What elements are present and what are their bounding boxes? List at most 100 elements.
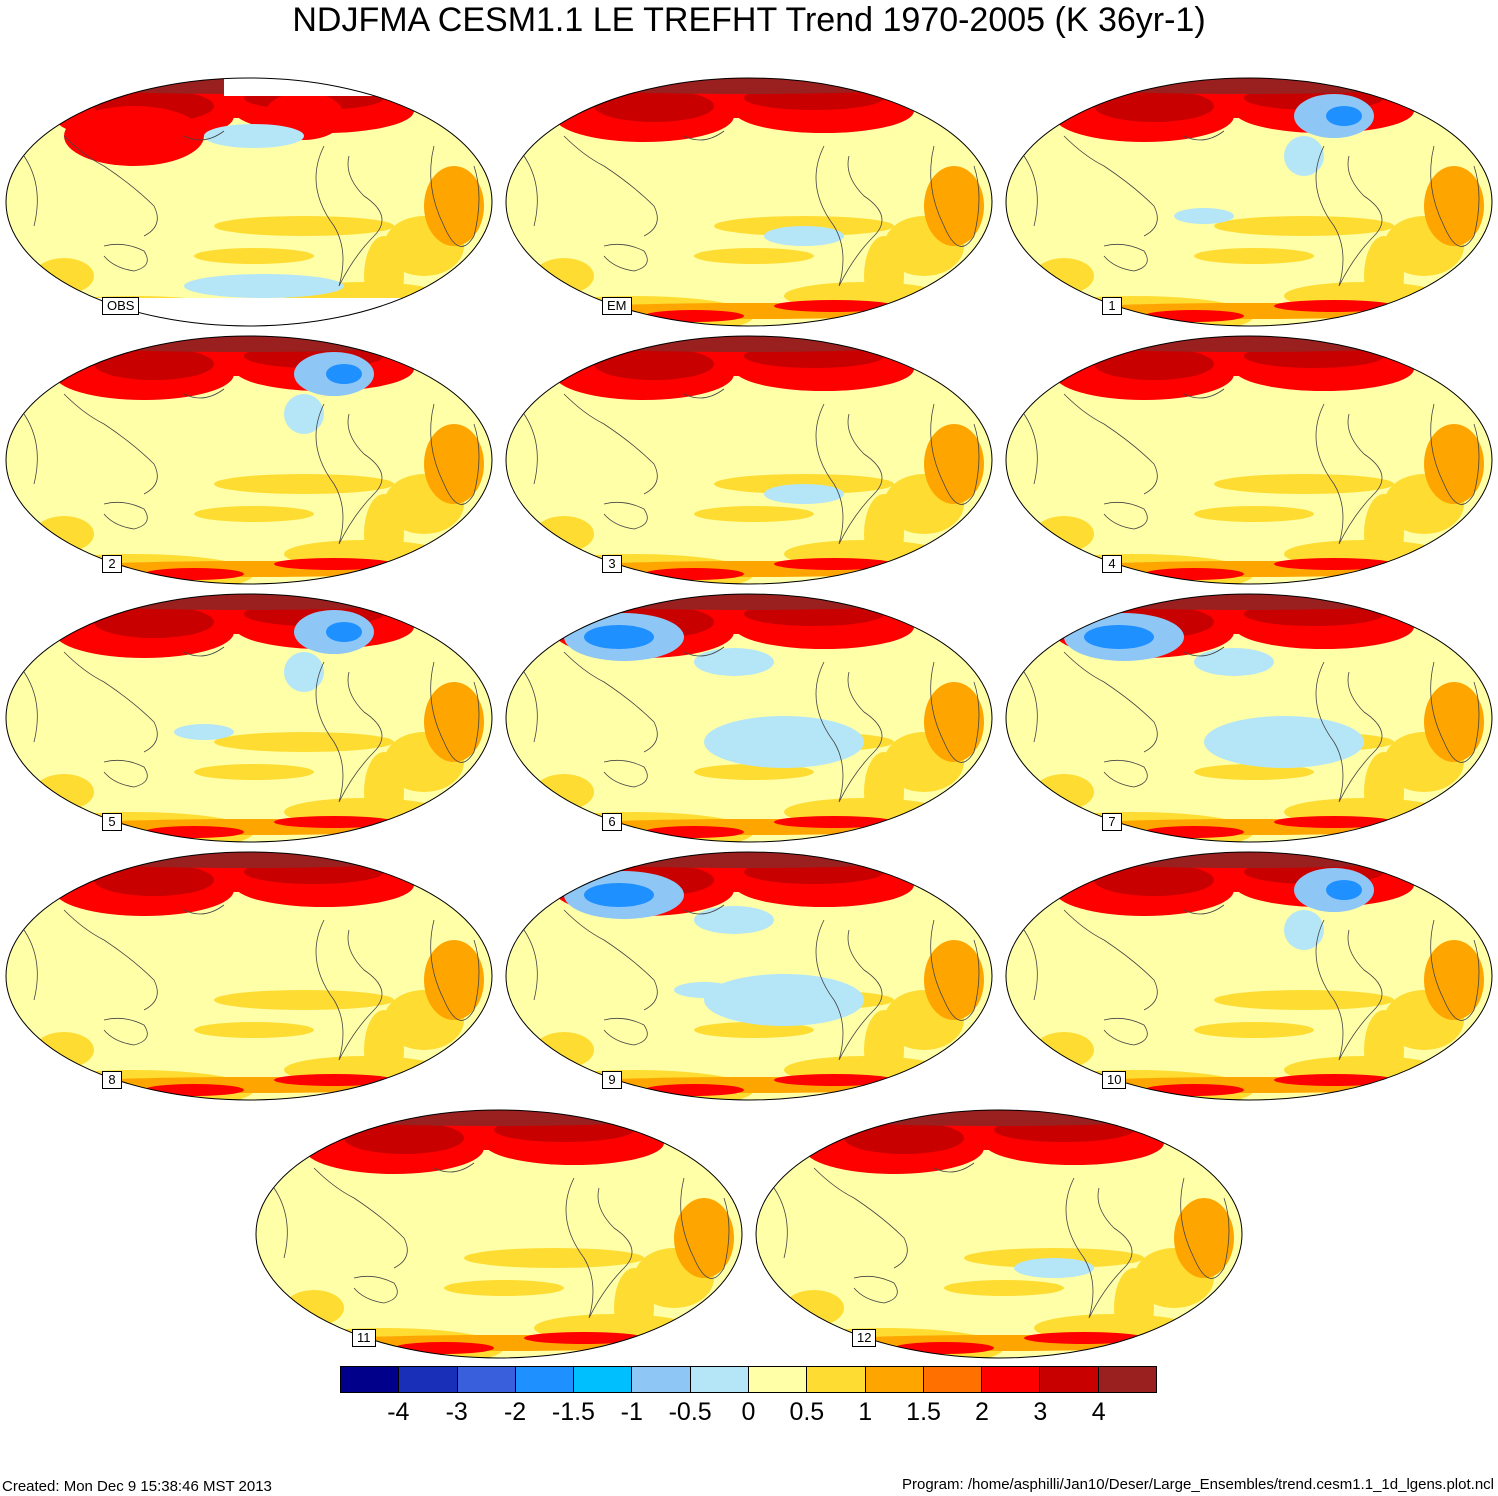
- coastline: [813, 1167, 908, 1269]
- trend-contour-region: [944, 1280, 1064, 1296]
- trend-contour-region: [534, 516, 594, 552]
- trend-contour-region: [214, 216, 394, 236]
- trend-contour-region: [194, 248, 314, 264]
- coastline: [183, 904, 225, 915]
- trend-contour-region: [1144, 1084, 1244, 1096]
- trend-contour-region: [544, 336, 944, 352]
- trend-contour-region: [34, 1032, 94, 1068]
- coastline: [930, 403, 980, 505]
- trend-contour-region: [844, 1122, 964, 1154]
- coastline: [603, 1017, 648, 1046]
- trend-contour-region: [1114, 1268, 1154, 1348]
- trend-contour-region: [544, 852, 944, 868]
- coastline: [63, 651, 158, 753]
- trend-contour-region: [394, 1342, 494, 1354]
- coastline: [683, 904, 725, 915]
- trend-contour-region: [1214, 216, 1394, 236]
- trend-contour-region: [444, 1280, 564, 1296]
- trend-contour-region: [284, 652, 324, 692]
- trend-contour-region: [1284, 136, 1324, 176]
- coastline: [815, 661, 883, 803]
- coastline: [683, 388, 725, 399]
- trend-contour-region: [214, 474, 394, 494]
- trend-contour-region: [524, 1332, 644, 1344]
- trend-contour-region: [924, 166, 984, 246]
- coastline: [1023, 929, 1038, 1001]
- colorbar-swatch: [632, 1367, 691, 1392]
- trend-contour-region: [864, 494, 904, 574]
- trend-contour-region: [94, 348, 214, 380]
- coastline: [433, 1162, 475, 1173]
- coastline: [1315, 145, 1383, 287]
- trend-contour-region: [694, 248, 814, 264]
- coastline: [1430, 403, 1480, 505]
- coastline: [1023, 155, 1038, 227]
- panel-label: 3: [602, 555, 622, 573]
- trend-contour-region: [594, 348, 714, 380]
- coastline: [183, 388, 225, 399]
- trend-contour-region: [864, 752, 904, 832]
- trend-contour-region: [44, 336, 444, 352]
- map-outline: [755, 1109, 1243, 1359]
- colorbar-swatch: [865, 1367, 924, 1392]
- coastline: [315, 145, 383, 287]
- colorbar-tick-label: -1.5: [551, 1398, 595, 1426]
- trend-contour-region: [34, 774, 94, 810]
- colorbar-tick-labels: -4 -3 -2 -1.5 -1 -0.5 0 0.5 1 1.5 2 3 4: [340, 1398, 1157, 1432]
- trend-contour-region: [64, 106, 204, 166]
- trend-contour-region: [214, 732, 394, 752]
- coastline: [103, 501, 148, 530]
- trend-contour-region: [1364, 236, 1404, 316]
- map-svg: [5, 335, 493, 585]
- map-svg: [5, 77, 493, 327]
- colorbar-tick-label: -3: [445, 1398, 468, 1426]
- coastline: [1180, 1177, 1230, 1279]
- coastline: [565, 1177, 633, 1319]
- colorbar-tick-label: -0.5: [668, 1398, 712, 1426]
- colorbar-swatch: [1098, 1367, 1156, 1392]
- trend-contour-region: [694, 906, 774, 934]
- coastline: [1315, 403, 1383, 545]
- trend-contour-region: [344, 1122, 464, 1154]
- map-svg: [5, 593, 493, 843]
- trend-contour-region: [44, 594, 444, 610]
- trend-contour-region: [1424, 682, 1484, 762]
- trend-contour-region: [1214, 990, 1394, 1010]
- coastline: [103, 243, 148, 272]
- map-svg: [505, 593, 993, 843]
- trend-contour-region: [144, 1084, 244, 1096]
- coastline: [1065, 1177, 1133, 1319]
- coastline: [563, 393, 658, 495]
- panel-label: 6: [602, 813, 622, 831]
- trend-contour-region: [1274, 816, 1394, 828]
- map-panel-7: 7: [1004, 592, 1494, 844]
- trend-contour-region: [184, 274, 344, 298]
- trend-contour-region: [1044, 594, 1444, 610]
- coastline: [1063, 393, 1158, 495]
- map-svg: [755, 1109, 1243, 1359]
- trend-contour-region: [274, 1074, 394, 1086]
- trend-contour-region: [1094, 90, 1214, 122]
- coastline: [315, 403, 383, 545]
- trend-contour-region: [424, 940, 484, 1020]
- trend-contour-region: [284, 394, 324, 434]
- coastline: [1430, 919, 1480, 1021]
- coastline: [23, 155, 38, 227]
- trend-contour-region: [1144, 310, 1244, 322]
- coastline: [1103, 243, 1148, 272]
- colorbar-tick-label: 1.5: [906, 1398, 941, 1426]
- trend-contour-region: [644, 1084, 744, 1096]
- colorbar-tick-label: -1: [620, 1398, 643, 1426]
- map-svg: [505, 851, 993, 1101]
- coastline: [523, 929, 538, 1001]
- coastline: [23, 413, 38, 485]
- trend-contour-region: [1326, 880, 1362, 900]
- coastline: [930, 145, 980, 247]
- coastline: [853, 1275, 898, 1304]
- coastline: [1430, 145, 1480, 247]
- coastline: [1023, 671, 1038, 743]
- colorbar-swatch: [923, 1367, 983, 1392]
- panel-label: 8: [102, 1071, 122, 1089]
- map-outline: [5, 851, 493, 1101]
- trend-contour-region: [534, 258, 594, 294]
